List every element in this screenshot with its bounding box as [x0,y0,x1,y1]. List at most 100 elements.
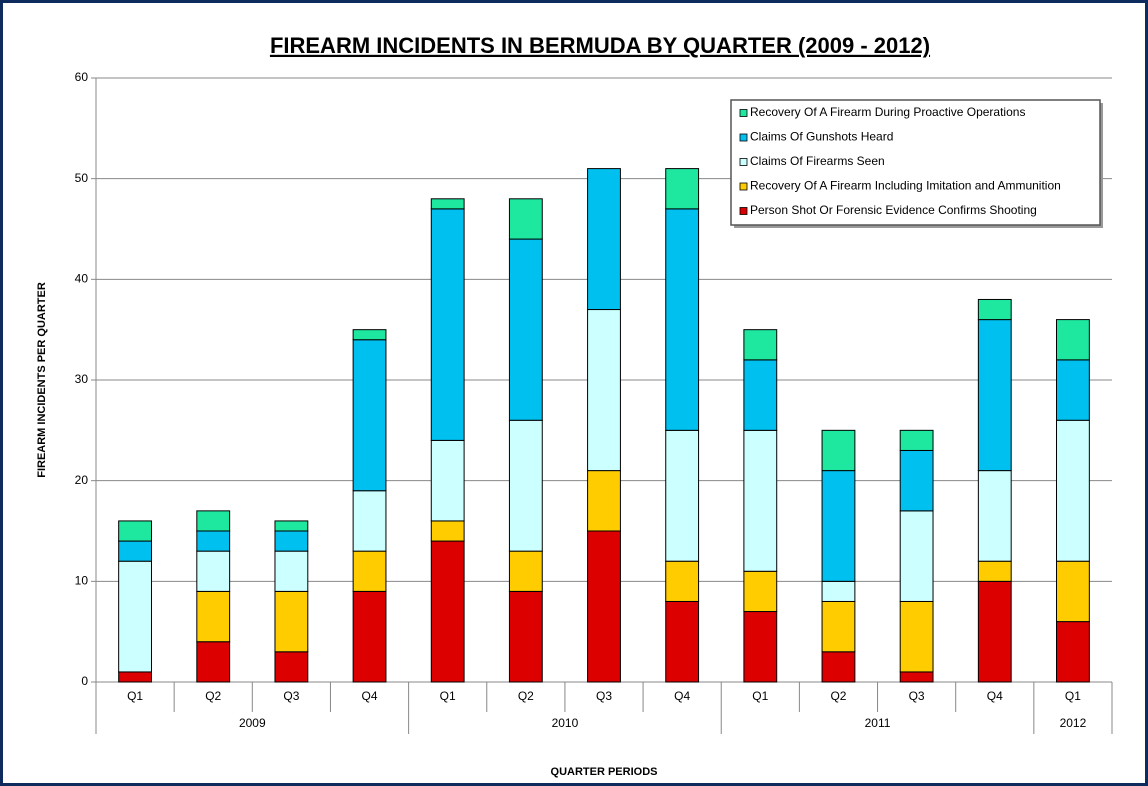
bar-segment [899,600,934,673]
y-tick-label: 30 [75,372,89,386]
bar-segment [743,359,778,431]
bar-segment [899,510,934,602]
bar-segment [743,329,778,361]
x-tick-label: Q4 [362,689,378,703]
bar-segment [430,198,465,210]
bar-segment [665,168,700,210]
chart-title: FIREARM INCIDENTS IN BERMUDA BY QUARTER … [270,33,930,58]
bar-segment [274,550,309,592]
bar-segment [196,590,231,643]
bar-segment [1056,621,1090,683]
legend-swatch [739,207,748,215]
bar-segment [118,540,152,562]
bar-segment [977,560,1012,582]
bar-segment [430,540,465,683]
group-label: 2009 [239,716,266,730]
bar-segment [274,590,309,653]
legend-label: Recovery Of A Firearm Including Imitatio… [750,179,1061,193]
bar-segment [274,520,309,532]
x-tick-label: Q2 [518,689,534,703]
legend-label: Person Shot Or Forensic Evidence Confirm… [750,203,1037,217]
x-tick-label: Q1 [440,689,456,703]
bar-segment [587,530,621,683]
bar-segment [977,298,1012,321]
bar-segment [508,590,543,683]
x-tick-label: Q2 [205,689,221,703]
y-tick-label: 0 [81,674,88,688]
bar-segment [1056,359,1090,421]
bar-segment [743,429,778,572]
bar-segment [1056,419,1090,562]
legend-label: Claims Of Gunshots Heard [750,130,893,144]
bar-segment [352,329,387,341]
bar-segment [899,429,934,451]
bar-segment [274,651,309,683]
y-tick-label: 40 [75,272,89,286]
bar-segment [118,560,152,673]
legend-label: Claims Of Firearms Seen [750,154,885,168]
bar-segment [508,238,543,421]
bar-segment [352,550,387,592]
x-tick-label: Q2 [830,689,846,703]
bar-segment [665,208,700,431]
bar-segment [352,490,387,552]
x-tick-label: Q4 [674,689,690,703]
x-tick-label: Q3 [909,689,925,703]
bar-segment [196,550,231,592]
x-axis-title: QUARTER PERIODS [551,766,658,778]
bar-segment [977,319,1012,472]
y-axis-title: FIREARM INCIDENTS PER QUARTER [36,282,48,478]
bar-segment [274,530,309,552]
bar-segment [821,600,856,653]
bar-segment [430,520,465,542]
legend-swatch [739,109,748,117]
bar-segment [587,309,621,472]
bar-segment [899,671,934,683]
bar-segment [665,429,700,562]
bar-segment [821,651,856,683]
bar-segment [977,580,1012,683]
bar-segment [196,641,231,683]
group-label: 2011 [865,716,891,730]
x-tick-label: Q3 [283,689,299,703]
x-tick-label: Q1 [752,689,768,703]
bar-segment [1056,319,1090,361]
legend-box [730,99,1101,226]
bar-segment [352,339,387,492]
x-tick-label: Q1 [1065,689,1081,703]
bar-segment [821,429,856,472]
group-label: 2010 [552,716,579,730]
legend-label: Recovery Of A Firearm During Proactive O… [750,105,1025,119]
bar-segment [508,550,543,592]
bar-segment [430,439,465,522]
x-tick-label: Q4 [987,689,1003,703]
bar-segment [587,470,621,532]
bar-segment [118,671,152,683]
bar-segment [821,470,856,582]
bar-segment [508,198,543,240]
legend-swatch [739,182,748,191]
bar-segment [743,611,778,683]
bar-segment [665,600,700,683]
y-tick-label: 10 [75,574,89,588]
bar-segment [1056,560,1090,623]
bar-segment [196,530,231,552]
bar-segment [196,510,231,532]
bar-segment [665,560,700,602]
x-tick-label: Q1 [127,689,143,703]
bar-segment [977,470,1012,562]
x-tick-label: Q3 [596,689,612,703]
bar-segment [899,449,934,512]
legend-swatch [739,133,748,142]
bar-segment [352,590,387,683]
group-label: 2012 [1060,716,1087,730]
y-tick-label: 60 [75,70,89,84]
bar-segment [430,208,465,441]
bar-segment [743,570,778,613]
bar-segment [587,168,621,311]
y-tick-label: 20 [75,473,89,487]
bar-segment [508,419,543,552]
bar-segment [821,580,856,602]
y-tick-label: 50 [75,171,89,185]
